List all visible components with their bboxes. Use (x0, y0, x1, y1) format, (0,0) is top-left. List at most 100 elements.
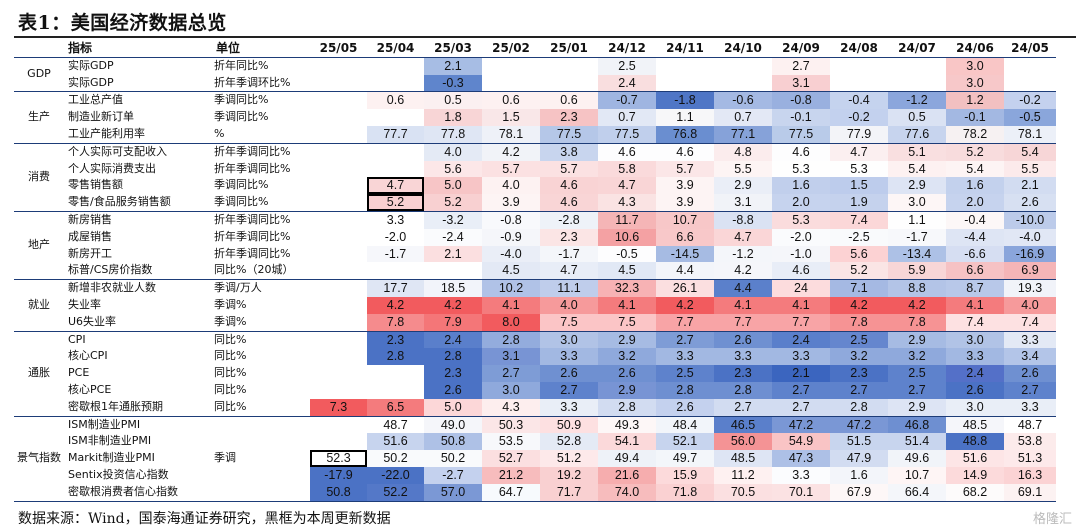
indicator-unit: 季调 (214, 451, 236, 465)
category-label: GDP (14, 57, 64, 93)
header-month: 24/10 (714, 40, 772, 58)
value-cell: 4.5 (482, 262, 540, 281)
table-title: 表1：美国经济数据总览 (18, 12, 227, 34)
category-label: 就业 (14, 279, 64, 332)
value-cell: 21.2 (482, 466, 540, 484)
value-cell: 2.6 (598, 365, 656, 382)
value-cell: 47.2 (772, 416, 830, 434)
value-cell: 1.9 (830, 194, 888, 212)
value-cell: 17.7 (367, 279, 424, 297)
value-cell: 2.9 (888, 398, 946, 417)
value-cell: 0.6 (540, 91, 598, 110)
value-cell: 4.2 (656, 296, 714, 314)
value-cell (482, 74, 540, 93)
indicator-name: 新增非农就业人数 (68, 281, 156, 295)
value-cell: 4.7 (598, 177, 656, 195)
value-cell: 5.7 (656, 160, 714, 178)
value-cell (367, 262, 424, 281)
value-cell: 19.2 (540, 466, 598, 484)
value-cell: 2.7 (772, 57, 830, 75)
value-cell: 3.0 (540, 331, 598, 349)
indicator-unit (212, 433, 310, 450)
value-cell: 5.7 (482, 160, 540, 178)
value-cell: 5.4 (946, 160, 1004, 178)
value-cell: -0.9 (482, 228, 540, 246)
table-row: 工业产能利用率% 77.7 77.8 78.1 77.5 77.5 76.8 77.1 77.5… (14, 125, 1056, 144)
value-cell: 4.6 (656, 143, 714, 161)
table-row: 密歇根消费者信心指数 50.8 52.2 57.0 64.7 71.7 74.0 71.8 70… (14, 483, 1056, 502)
value-cell: 2.7 (888, 381, 946, 399)
value-cell: 24 (772, 279, 830, 297)
value-cell: 47.2 (830, 416, 888, 434)
data-source-note: 数据来源：Wind，国泰海通证券研究，黑框为本周更新数据 (18, 511, 391, 527)
value-cell: 56.0 (714, 433, 772, 451)
value-cell: 57.0 (424, 483, 482, 502)
header-month: 24/06 (946, 40, 1004, 58)
value-cell: 5.2 (830, 262, 888, 281)
table-row: Markit制造业PMI 季调 52.3 50.2 50.2 52.7 51.2 49.4 49… (14, 450, 1056, 467)
value-cell: -2.8 (540, 211, 598, 229)
value-cell: 3.3 (540, 398, 598, 417)
value-cell (310, 416, 367, 433)
value-cell: -0.2 (1004, 91, 1056, 110)
indicator-unit (212, 416, 310, 433)
value-cell (310, 74, 367, 93)
value-cell (482, 57, 540, 74)
value-cell: -1.0 (772, 245, 830, 263)
value-cell: 2.1 (1004, 177, 1056, 195)
value-cell: 2.6 (1004, 194, 1056, 212)
value-cell: 4.2 (367, 296, 424, 314)
value-cell: 11.7 (598, 211, 656, 229)
value-cell (830, 57, 888, 74)
value-cell: 7.7 (772, 313, 830, 332)
indicator-unit: 折年季调同比% (214, 246, 291, 260)
value-cell: 7.3 (310, 398, 367, 417)
value-cell: 4.4 (714, 279, 772, 297)
value-cell: 4.1 (714, 296, 772, 314)
table-row: PCE 同比% 2.3 2.7 2.6 2.6 2.5 2.3 2.1 2.3 2.5 2.4 2.6 (14, 365, 1056, 382)
value-cell: 5.7 (540, 160, 598, 178)
value-cell: 67.9 (830, 483, 888, 502)
value-cell: 2.3 (367, 331, 424, 349)
value-cell: 2.5 (656, 365, 714, 382)
indicator-unit: 季调% (212, 313, 310, 332)
value-cell: -0.3 (424, 74, 482, 93)
value-cell: -2.5 (830, 228, 888, 246)
header-month: 25/01 (540, 40, 598, 58)
value-cell: 49.4 (598, 450, 656, 467)
value-cell: 5.4 (888, 160, 946, 178)
value-cell: 1.6 (946, 177, 1004, 195)
value-cell: 3.0 (946, 74, 1004, 93)
value-cell: 2.6 (1004, 365, 1056, 382)
value-cell: 4.0 (540, 296, 598, 314)
value-cell (367, 143, 424, 160)
indicator-name: 失业率 (68, 297, 101, 311)
value-cell: 2.8 (830, 398, 888, 417)
value-cell: 5.3 (830, 160, 888, 178)
indicator-unit (212, 483, 310, 502)
value-cell: 4.6 (772, 143, 830, 161)
value-cell: -0.7 (598, 91, 656, 110)
indicator-name: 密歇根1年通胀预期 (64, 398, 212, 417)
value-cell: 46.8 (888, 416, 946, 434)
value-cell: 4.3 (482, 398, 540, 417)
value-cell: 0.7 (714, 109, 772, 126)
value-cell: -4.4 (946, 228, 1004, 246)
value-cell (310, 177, 367, 194)
value-cell (656, 74, 714, 93)
value-cell: -0.8 (482, 211, 540, 229)
value-cell: 64.7 (482, 483, 540, 502)
value-cell: 7.4 (1004, 313, 1056, 332)
indicator-name: CPI (68, 332, 86, 346)
value-cell: 77.5 (540, 125, 598, 144)
value-cell: 6.6 (946, 262, 1004, 281)
header-month: 24/07 (888, 40, 946, 58)
value-cell: 3.3 (714, 348, 772, 366)
table-row: 核心PCE 同比% 2.6 3.0 2.7 2.9 2.8 2.8 2.7 2.7 2.7 2.6 2.… (14, 381, 1056, 399)
value-cell: 10.7 (888, 466, 946, 484)
value-cell: 4.1 (772, 296, 830, 314)
indicator-name: 零售销售额 (68, 178, 123, 192)
value-cell (656, 57, 714, 74)
value-cell: 2.3 (540, 228, 598, 246)
table-row: 失业率 季调% 4.2 4.2 4.1 4.0 4.1 4.2 4.1 4.1 4.2 4.2 4.1 4… (14, 296, 1056, 314)
